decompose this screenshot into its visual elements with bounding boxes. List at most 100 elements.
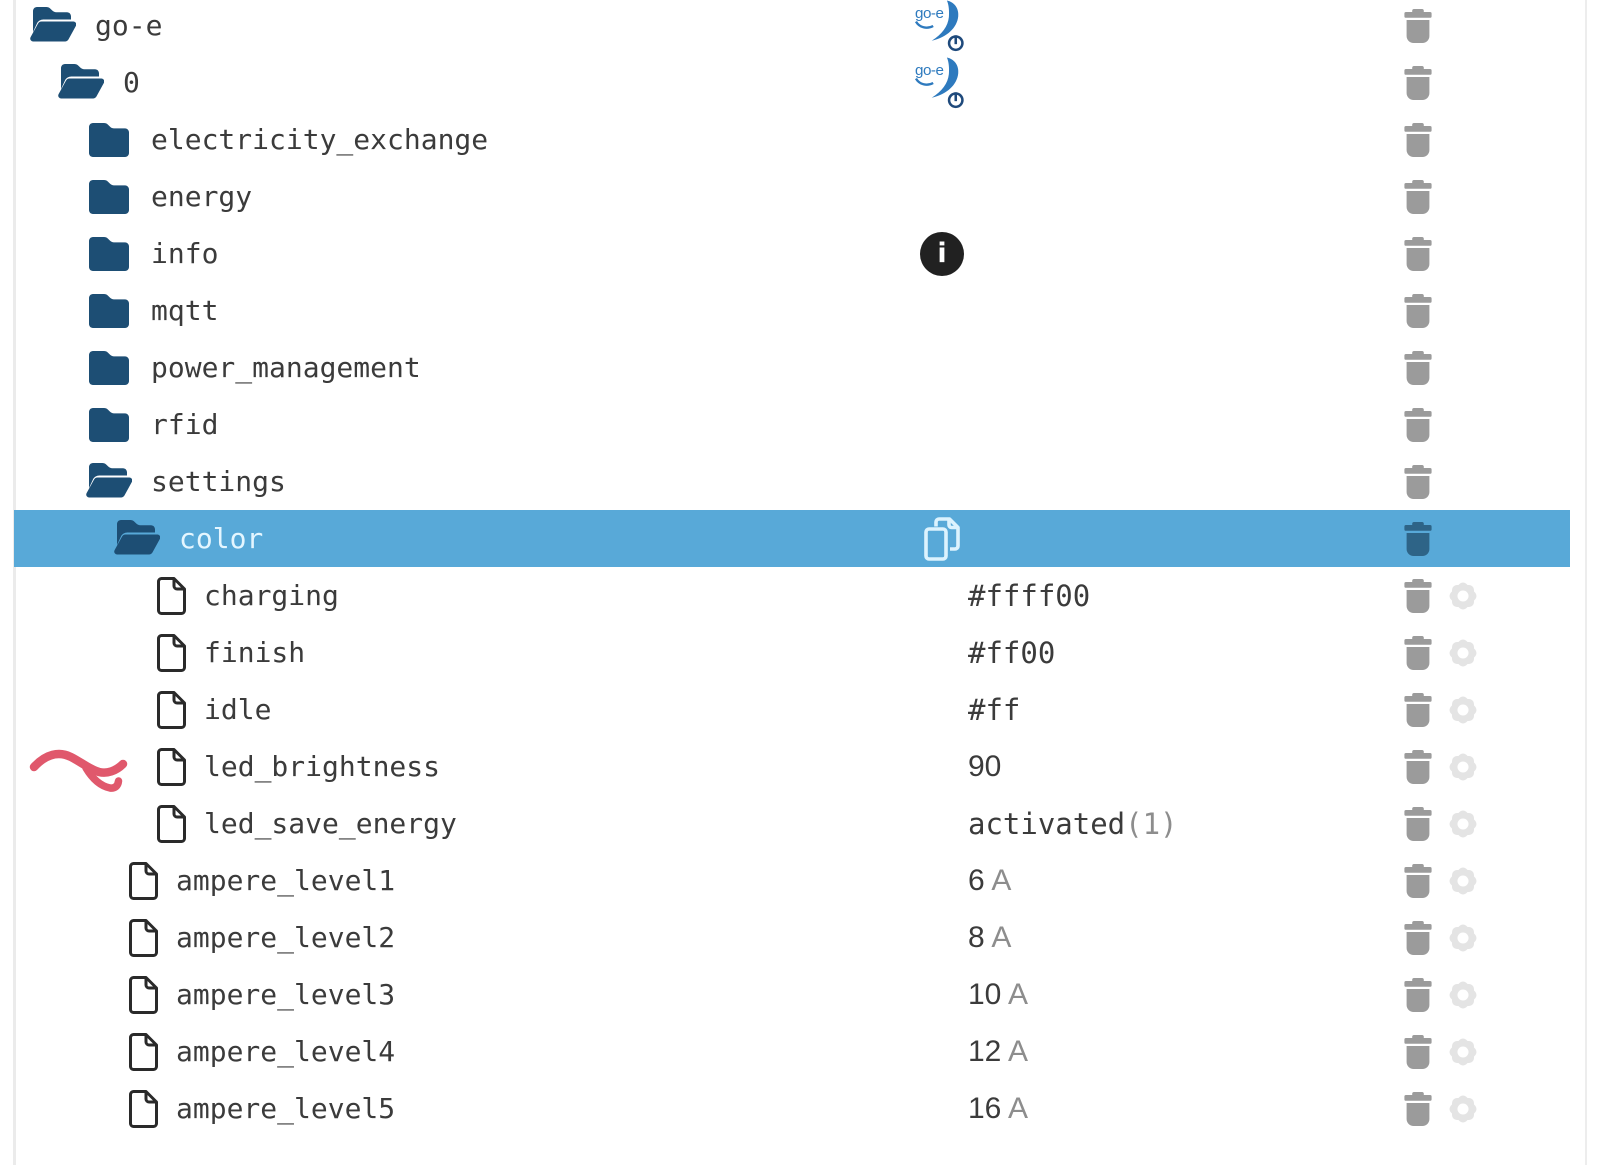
tree-item-label: led_save_energy — [204, 807, 457, 840]
settings-button[interactable] — [1443, 738, 1483, 795]
file-icon — [128, 1032, 158, 1071]
delete-button[interactable] — [1403, 282, 1433, 339]
tree-item-label: led_brightness — [204, 750, 441, 783]
delete-button[interactable] — [1403, 1023, 1433, 1080]
delete-button[interactable] — [1403, 453, 1433, 510]
tree-item-label: rfid — [151, 408, 219, 441]
delete-button[interactable] — [1403, 0, 1433, 54]
goe-logo-icon: go-e — [915, 54, 969, 111]
file-icon — [156, 633, 186, 672]
tree-item-label: ampere_level3 — [176, 978, 396, 1011]
gear-icon — [1449, 924, 1477, 951]
tree-item-info[interactable]: info i — [14, 225, 1570, 282]
trash-icon — [1404, 806, 1432, 841]
value-text: 6 — [968, 863, 985, 897]
object-tree: go-e go-e 0 go-e electricity_exchange energy i… — [14, 0, 1570, 1137]
tree-item-ampere_level2[interactable]: ampere_level2 8 A — [14, 909, 1570, 966]
tree-item-rfid[interactable]: rfid — [14, 396, 1570, 453]
delete-button[interactable] — [1403, 909, 1433, 966]
delete-button[interactable] — [1403, 54, 1433, 111]
tree-item-finish[interactable]: finish #ff00 — [14, 624, 1570, 681]
tree-item-0[interactable]: 0 go-e — [14, 54, 1570, 111]
trash-icon — [1404, 749, 1432, 784]
right-guide-line — [1585, 0, 1587, 1165]
delete-button[interactable] — [1403, 852, 1433, 909]
trash-icon — [1404, 977, 1432, 1012]
trash-icon — [1404, 8, 1432, 43]
value-text: activated — [968, 806, 1126, 841]
gear-icon — [1449, 1038, 1477, 1065]
settings-button[interactable] — [1443, 624, 1483, 681]
settings-button[interactable] — [1443, 567, 1483, 624]
file-icon — [128, 1089, 158, 1128]
tree-item-mqtt[interactable]: mqtt — [14, 282, 1570, 339]
file-icon — [156, 804, 186, 843]
settings-button[interactable] — [1443, 852, 1483, 909]
settings-button[interactable] — [1443, 909, 1483, 966]
tree-item-label: 0 — [123, 66, 140, 99]
delete-button[interactable] — [1403, 225, 1433, 282]
value-unit: A — [1001, 1034, 1029, 1068]
value-text: #ff — [968, 692, 1021, 727]
tree-item-ampere_level5[interactable]: ampere_level5 16 A — [14, 1080, 1570, 1137]
value-unit: A — [1001, 977, 1029, 1011]
tree-item-label: mqtt — [151, 294, 219, 327]
delete-button[interactable] — [1403, 567, 1433, 624]
settings-button[interactable] — [1443, 1080, 1483, 1137]
tree-item-label: ampere_level5 — [176, 1092, 396, 1125]
tree-item-led_save_energy[interactable]: led_save_energy activated (1) — [14, 795, 1570, 852]
delete-button[interactable] — [1403, 966, 1433, 1023]
trash-icon — [1404, 179, 1432, 214]
tree-item-energy[interactable]: energy — [14, 168, 1570, 225]
tree-item-ampere_level1[interactable]: ampere_level1 6 A — [14, 852, 1570, 909]
tree-item-power_management[interactable]: power_management — [14, 339, 1570, 396]
folder-closed-icon — [86, 179, 132, 214]
state-value: #ff00 — [968, 624, 1055, 681]
settings-button[interactable] — [1443, 1023, 1483, 1080]
tree-item-label: idle — [204, 693, 272, 726]
settings-button[interactable] — [1443, 966, 1483, 1023]
gear-icon — [1449, 639, 1477, 666]
folder-closed-icon — [86, 122, 132, 157]
tree-item-electricity_exchange[interactable]: electricity_exchange — [14, 111, 1570, 168]
state-value: #ffff00 — [968, 567, 1090, 624]
delete-button[interactable] — [1403, 1080, 1433, 1137]
trash-icon — [1404, 464, 1432, 499]
folder-open-icon — [30, 7, 76, 44]
settings-button[interactable] — [1443, 795, 1483, 852]
tree-item-label: settings — [151, 465, 286, 498]
tree-item-ampere_level3[interactable]: ampere_level3 10 A — [14, 966, 1570, 1023]
tree-item-label: ampere_level1 — [176, 864, 396, 897]
tree-item-label: go-e — [95, 9, 163, 42]
info-icon: i — [920, 231, 964, 276]
tree-item-label: energy — [151, 180, 253, 213]
tree-item-idle[interactable]: idle #ff — [14, 681, 1570, 738]
delete-button[interactable] — [1403, 339, 1433, 396]
tree-item-led_brightness[interactable]: led_brightness 90 — [14, 738, 1570, 795]
delete-button[interactable] — [1403, 795, 1433, 852]
folder-open-icon — [114, 520, 160, 557]
tree-item-label: charging — [204, 579, 339, 612]
trash-icon — [1404, 635, 1432, 670]
delete-button[interactable] — [1403, 111, 1433, 168]
delete-button[interactable] — [1403, 624, 1433, 681]
tree-item-settings[interactable]: settings — [14, 453, 1570, 510]
copy-id-button[interactable] — [915, 510, 969, 567]
folder-closed-icon — [86, 236, 132, 271]
state-value: activated (1) — [968, 795, 1178, 852]
gear-icon — [1449, 753, 1477, 780]
tree-item-color[interactable]: color — [14, 510, 1570, 567]
gear-icon — [1449, 981, 1477, 1008]
tree-item-ampere_level4[interactable]: ampere_level4 12 A — [14, 1023, 1570, 1080]
tree-item-label: electricity_exchange — [151, 123, 489, 156]
delete-button[interactable] — [1403, 681, 1433, 738]
trash-icon — [1404, 122, 1432, 157]
tree-item-go-e[interactable]: go-e go-e — [14, 0, 1570, 54]
delete-button[interactable] — [1403, 168, 1433, 225]
tree-item-charging[interactable]: charging #ffff00 — [14, 567, 1570, 624]
delete-button[interactable] — [1403, 738, 1433, 795]
delete-button[interactable] — [1403, 510, 1433, 567]
settings-button[interactable] — [1443, 681, 1483, 738]
state-value: 16 A — [968, 1080, 1028, 1137]
delete-button[interactable] — [1403, 396, 1433, 453]
